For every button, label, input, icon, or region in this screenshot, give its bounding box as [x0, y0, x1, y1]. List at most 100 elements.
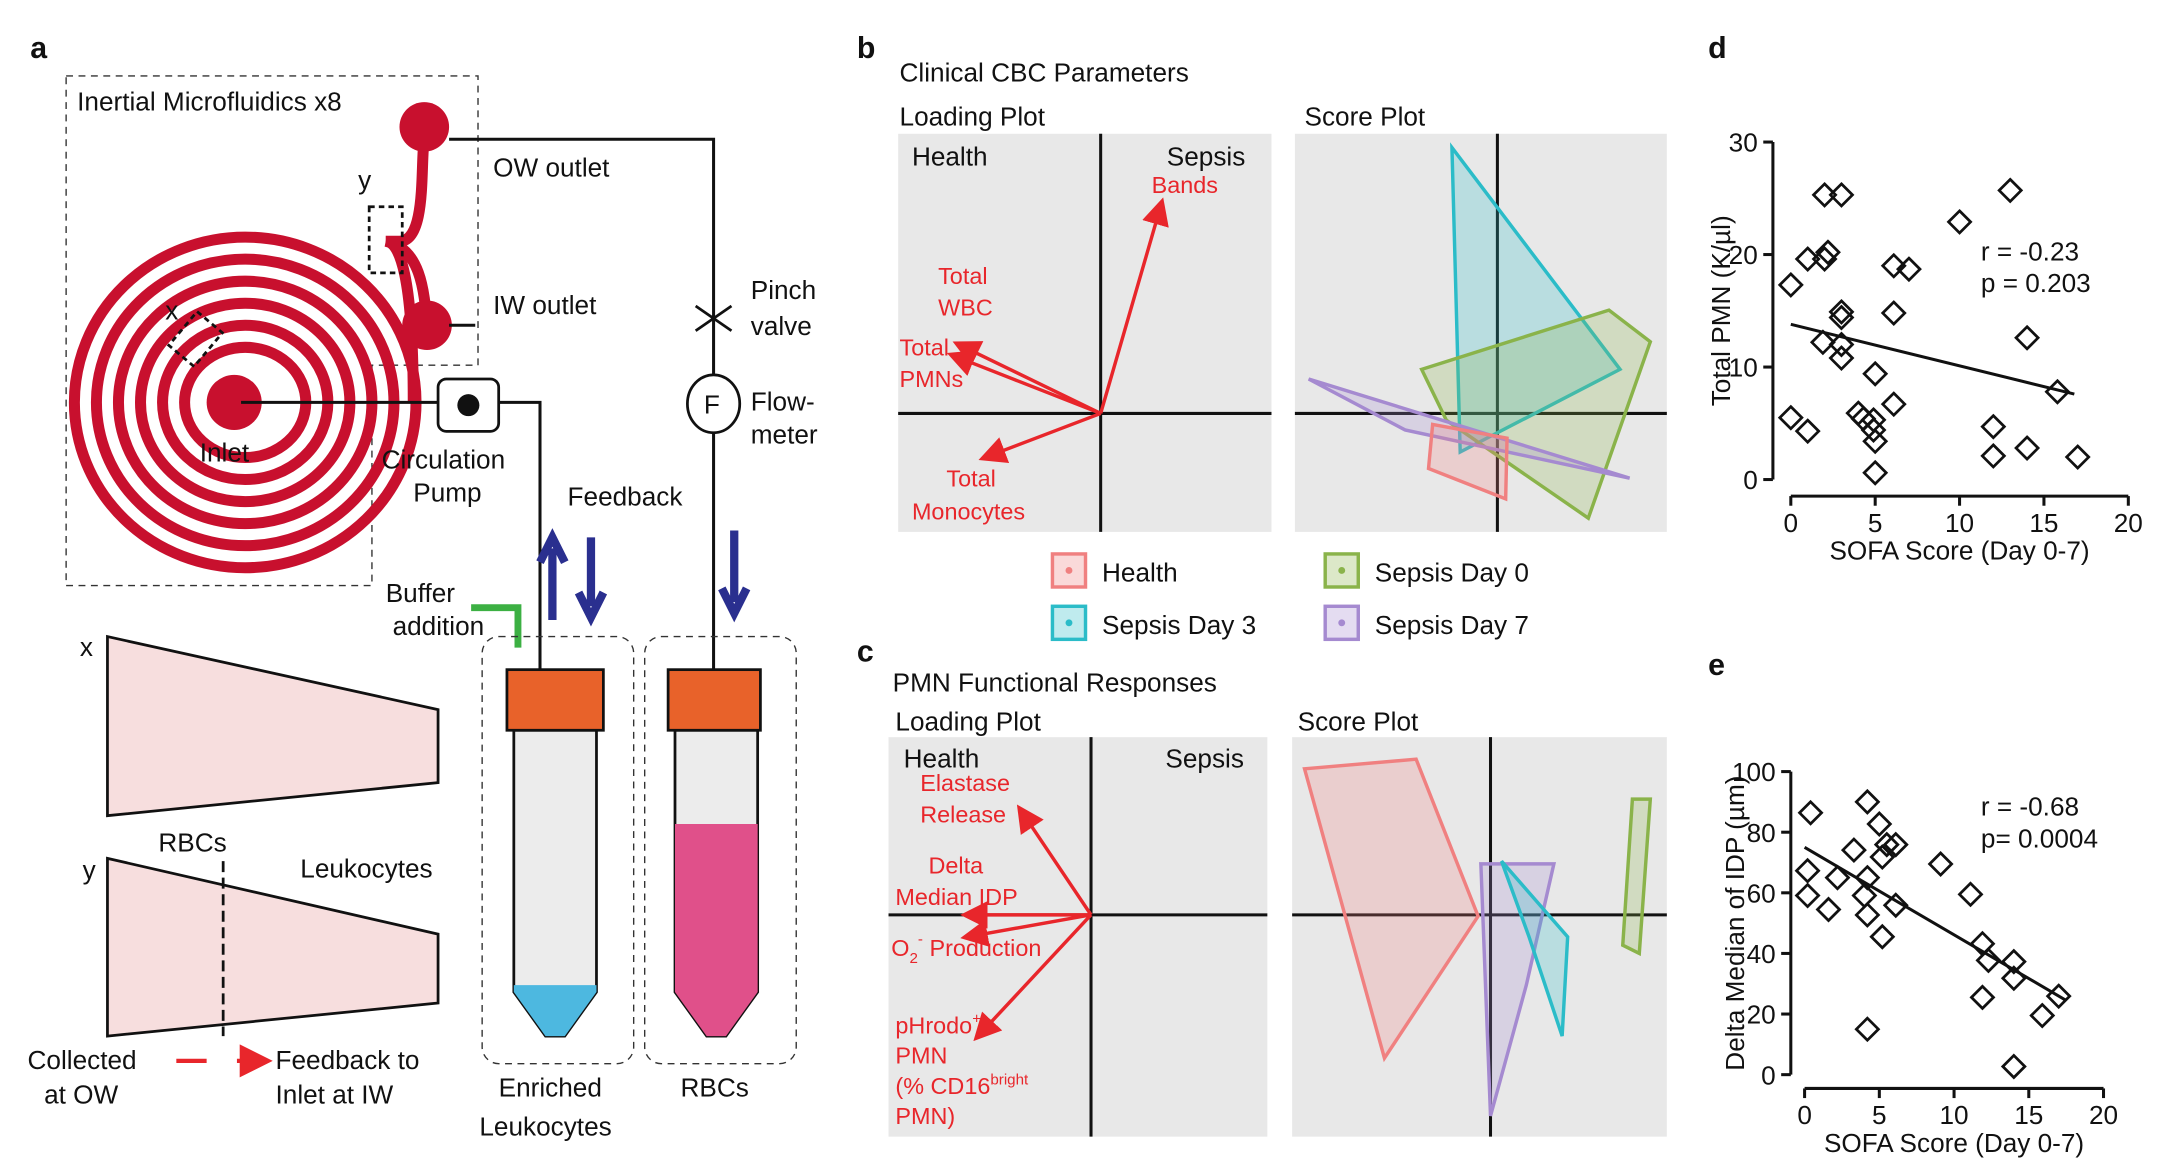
legend-label: Health	[1102, 557, 1178, 587]
point	[1882, 831, 1909, 858]
point	[1794, 857, 1821, 884]
health: Health	[912, 141, 988, 171]
section-x: x	[80, 632, 93, 662]
point	[1815, 896, 1842, 923]
y-tick-label: 10	[1729, 353, 1758, 383]
phrodo: (% CD16bright	[895, 1071, 1029, 1099]
buffer: Buffer	[386, 578, 456, 608]
fit-line	[1803, 846, 2067, 1002]
iw-outlet: IW outlet	[493, 290, 597, 320]
tube-left: Enriched	[499, 1073, 602, 1103]
point	[1882, 892, 1909, 919]
device-box	[65, 75, 479, 587]
point	[1880, 252, 1907, 279]
point	[1828, 345, 1855, 372]
ow-outlet: OW outlet	[493, 152, 610, 182]
collected: at OW	[44, 1080, 118, 1110]
point	[1927, 851, 1954, 877]
monocytes: Total	[946, 465, 995, 491]
wbc: WBC	[938, 295, 993, 321]
point	[1862, 428, 1889, 455]
panel-label: b	[857, 32, 876, 65]
annotation: p = 0.203	[1981, 268, 2091, 298]
annotation: r = -0.68	[1981, 792, 2079, 822]
legend-dot	[1338, 619, 1346, 627]
point	[1957, 881, 1984, 908]
flow-symbol: F	[704, 389, 720, 419]
point	[1828, 181, 1855, 208]
point	[1946, 208, 1973, 235]
legend-dot	[1065, 619, 1073, 627]
rbcs-section: RBCs	[158, 827, 226, 857]
feedback-iw: Feedback to	[276, 1045, 420, 1075]
point	[2000, 948, 2027, 975]
point	[1777, 271, 1804, 298]
point	[2064, 444, 2091, 471]
x-axis-label: SOFA Score (Day 0-7)	[1824, 1128, 2084, 1158]
x-axis-label: SOFA Score (Day 0-7)	[1829, 535, 2089, 565]
pump: Pump	[413, 478, 481, 508]
point	[1866, 811, 1893, 837]
y-tick-label: 0	[1761, 1060, 1776, 1090]
point	[1794, 418, 1821, 445]
elastase: Release	[920, 802, 1006, 828]
legend-label: Sepsis Day 0	[1375, 557, 1529, 587]
point	[1860, 417, 1887, 444]
phrodo: pHrodo+	[895, 1011, 981, 1039]
monocytes: Monocytes	[912, 499, 1025, 525]
point	[1854, 901, 1881, 928]
phrodo: PMN	[895, 1043, 947, 1069]
elastase: Elastase	[920, 770, 1010, 796]
point	[1828, 298, 1855, 325]
y-mark: y	[358, 165, 372, 195]
x-tick-label: 10	[1940, 1100, 1969, 1130]
point	[1880, 300, 1907, 327]
pmns: PMNs	[900, 366, 964, 392]
point	[1869, 923, 1896, 950]
title: PMN Functional Responses	[893, 668, 1217, 698]
sepsis: Sepsis	[1167, 141, 1246, 171]
panel-b: b Clinical CBC Parameters Loading Plot S…	[857, 32, 1667, 642]
point	[2014, 324, 2041, 351]
x-tick-label: 10	[1945, 508, 1974, 538]
x-tick-label: 20	[2114, 508, 2143, 538]
x-tick-label: 5	[1872, 1100, 1887, 1130]
pinch: valve	[751, 311, 812, 341]
panel-label: e	[1708, 649, 1725, 682]
phrodo: PMN)	[895, 1103, 955, 1129]
y-axis-label: Total PMN (K/µl)	[1706, 215, 1736, 406]
y-tick-label: 40	[1747, 939, 1776, 969]
y-tick-label: 30	[1729, 128, 1758, 158]
point	[1873, 831, 1900, 858]
legend-label: Sepsis Day 3	[1102, 610, 1256, 640]
point	[1794, 882, 1821, 909]
y-tick-label: 0	[1743, 465, 1758, 495]
point	[1980, 413, 2007, 440]
tube-left: Leukocytes	[479, 1111, 611, 1141]
point	[1854, 788, 1881, 815]
legend-swatch	[1323, 552, 1360, 589]
y-tick-label: 80	[1747, 818, 1776, 848]
point	[1794, 246, 1821, 273]
loading-title: Loading Plot	[900, 102, 1046, 132]
collected: Collected	[28, 1045, 137, 1075]
bands: Bands	[1152, 172, 1218, 198]
point	[1969, 984, 1996, 1011]
leukocytes: Leukocytes	[300, 854, 432, 884]
x-mark: x	[165, 296, 178, 326]
point	[1797, 799, 1824, 826]
score-title: Score Plot	[1305, 102, 1426, 132]
o2: O2- Production	[891, 931, 1041, 967]
y-axis-label: Delta Median of IDP (µm)	[1720, 776, 1750, 1071]
box-title: Inertial Microfluidics x8	[77, 86, 342, 116]
annotation: p= 0.0004	[1981, 823, 2098, 853]
tube-right: RBCs	[681, 1073, 749, 1103]
pinch: Pinch	[751, 275, 816, 305]
point	[1811, 181, 1838, 208]
point	[1895, 256, 1922, 283]
spiral	[68, 137, 433, 574]
point	[1854, 1016, 1881, 1043]
x-tick-label: 15	[2029, 508, 2058, 538]
